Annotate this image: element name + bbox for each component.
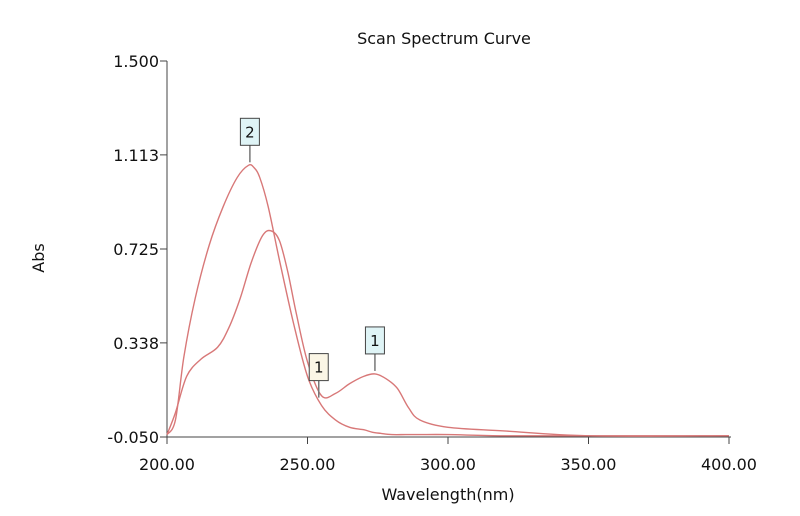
series-group	[166, 164, 730, 437]
peak-marker-label: 2	[245, 123, 255, 141]
chart-title: Scan Spectrum Curve	[357, 29, 531, 48]
x-tick-label: 400.00	[701, 455, 757, 474]
peak-marker: 1	[308, 353, 329, 398]
peak-marker-label: 1	[314, 359, 324, 377]
series-line-2	[166, 229, 730, 437]
peak-marker-box	[364, 326, 385, 355]
y-tick-label: 1.113	[113, 146, 159, 165]
x-tick-label: 350.00	[561, 455, 617, 474]
x-ticks: 200.00 250.00 300.00 350.00 400.00	[139, 437, 757, 474]
peak-marker: 1	[364, 326, 385, 371]
y-tick-label: 0.725	[113, 240, 159, 259]
y-tick-label: 1.500	[113, 52, 159, 71]
y-tick-label: -0.050	[107, 428, 159, 447]
x-tick-label: 200.00	[139, 455, 195, 474]
peak-marker: 2	[239, 117, 260, 163]
x-tick-label: 300.00	[420, 455, 476, 474]
y-ticks: -0.050 0.338 0.725 1.113 1.500	[107, 52, 167, 447]
series-line-1	[166, 164, 729, 437]
y-axis-label: Abs	[29, 243, 48, 272]
x-tick-label: 250.00	[280, 455, 336, 474]
peak-marker-box	[308, 353, 329, 382]
peak-marker-label: 1	[370, 332, 380, 350]
peak-marker-box	[239, 117, 260, 146]
x-axis-label: Wavelength(nm)	[381, 485, 514, 504]
y-tick-label: 0.338	[113, 334, 159, 353]
peak-markers: 2 1 1	[239, 117, 385, 398]
